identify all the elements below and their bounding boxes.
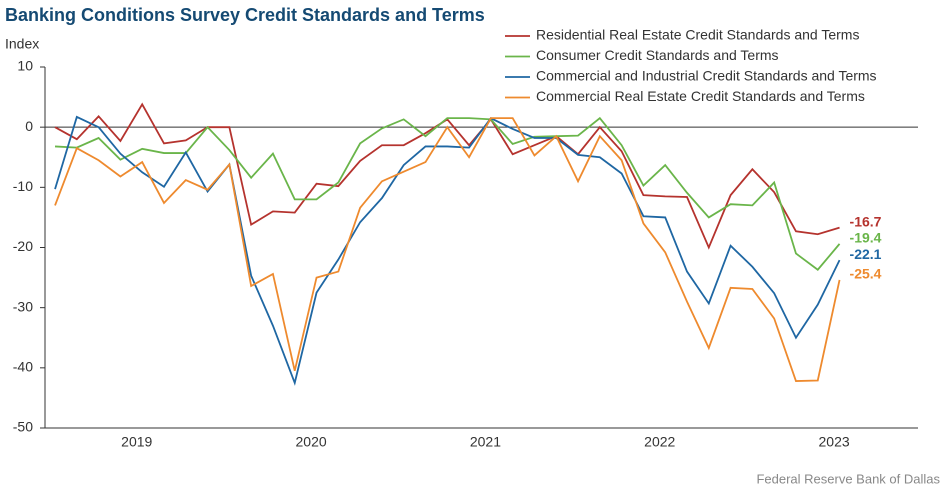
y-tick-label: -50 <box>13 419 33 435</box>
legend-label: Commercial Real Estate Credit Standards … <box>536 88 865 104</box>
x-tick-label: 2020 <box>296 434 327 450</box>
series-line <box>54 115 841 386</box>
y-tick-label: -20 <box>13 238 33 254</box>
legend-label: Consumer Credit Standards and Terms <box>536 47 779 63</box>
end-value-label: -25.4 <box>850 266 882 282</box>
y-axis-label: Index <box>5 36 39 52</box>
y-tick-label: -30 <box>13 298 33 314</box>
y-tick-label: -40 <box>13 359 33 375</box>
series-line <box>54 102 840 250</box>
series-line <box>54 117 841 382</box>
end-value-label: -22.1 <box>850 246 882 262</box>
end-value-label: -16.7 <box>850 213 882 229</box>
end-value-label: -19.4 <box>850 230 882 246</box>
legend-label: Commercial and Industrial Credit Standar… <box>536 68 877 84</box>
y-tick-label: 0 <box>25 118 33 134</box>
y-tick-label: 10 <box>17 58 33 74</box>
y-tick-label: -10 <box>13 178 33 194</box>
source: Federal Reserve Bank of Dallas <box>756 471 940 486</box>
x-tick-label: 2023 <box>819 434 850 450</box>
chart-title: Banking Conditions Survey Credit Standar… <box>5 5 485 25</box>
x-tick-label: 2021 <box>470 434 501 450</box>
x-tick-label: 2019 <box>121 434 152 450</box>
x-tick-label: 2022 <box>644 434 675 450</box>
legend-label: Residential Real Estate Credit Standards… <box>536 27 859 43</box>
